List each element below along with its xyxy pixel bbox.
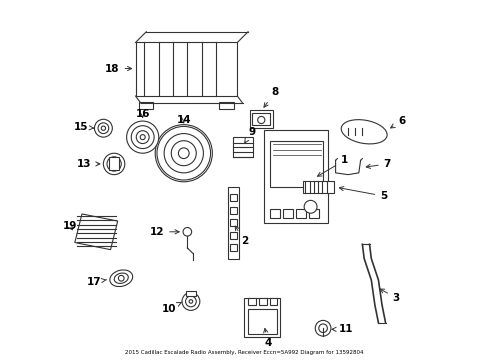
Bar — [247, 309, 276, 334]
Text: 16: 16 — [135, 109, 150, 119]
Circle shape — [136, 131, 149, 144]
Circle shape — [140, 135, 145, 140]
Bar — [230, 219, 237, 226]
Text: 15: 15 — [74, 122, 94, 132]
Ellipse shape — [114, 273, 128, 283]
Bar — [269, 141, 323, 187]
Ellipse shape — [341, 120, 386, 144]
Circle shape — [98, 123, 108, 134]
Circle shape — [182, 293, 200, 310]
Text: 9: 9 — [244, 127, 255, 143]
Circle shape — [318, 324, 326, 333]
Text: 18: 18 — [105, 64, 131, 73]
Circle shape — [183, 228, 191, 236]
Text: 10: 10 — [162, 302, 182, 314]
Circle shape — [178, 148, 189, 158]
Circle shape — [118, 275, 124, 281]
Text: 3: 3 — [379, 289, 399, 303]
Bar — [308, 208, 319, 217]
Text: 14: 14 — [176, 115, 191, 125]
Bar — [230, 194, 237, 202]
Polygon shape — [75, 214, 118, 249]
Bar — [135, 42, 237, 96]
Circle shape — [131, 126, 154, 149]
Circle shape — [185, 296, 196, 307]
Circle shape — [304, 201, 316, 213]
Text: 19: 19 — [63, 221, 77, 231]
Bar — [233, 137, 252, 157]
Text: 7: 7 — [366, 159, 390, 169]
Circle shape — [157, 126, 210, 180]
Bar — [185, 291, 196, 296]
Text: 5: 5 — [339, 186, 386, 201]
Text: 11: 11 — [331, 324, 353, 334]
Circle shape — [126, 121, 159, 153]
Text: 13: 13 — [77, 159, 100, 169]
Bar — [230, 232, 237, 239]
Circle shape — [171, 141, 196, 166]
Bar — [269, 298, 277, 305]
Bar — [282, 208, 292, 217]
Circle shape — [315, 320, 330, 336]
Text: 2: 2 — [235, 226, 247, 246]
Text: 2015 Cadillac Escalade Radio Assembly, Receiver Eccn=5A992 Diagram for 13592804: 2015 Cadillac Escalade Radio Assembly, R… — [125, 350, 363, 355]
Bar — [230, 244, 237, 251]
Circle shape — [164, 134, 203, 173]
Circle shape — [101, 126, 105, 130]
Text: 12: 12 — [149, 227, 179, 237]
Bar — [230, 207, 237, 214]
Circle shape — [107, 157, 121, 171]
Bar — [258, 298, 266, 305]
Bar — [252, 113, 270, 125]
Circle shape — [257, 116, 264, 123]
Bar — [108, 157, 119, 170]
Bar — [269, 208, 279, 217]
Circle shape — [94, 119, 112, 137]
Bar — [228, 187, 239, 258]
Circle shape — [111, 161, 117, 167]
Circle shape — [103, 153, 124, 175]
Bar — [139, 102, 153, 109]
Circle shape — [189, 300, 192, 303]
Text: 17: 17 — [86, 277, 106, 287]
Text: 4: 4 — [263, 328, 271, 347]
Bar — [249, 111, 272, 128]
Bar — [303, 181, 333, 193]
Text: 1: 1 — [317, 156, 347, 176]
Bar — [295, 208, 305, 217]
Text: 8: 8 — [264, 87, 278, 107]
Bar — [264, 130, 328, 223]
Ellipse shape — [110, 270, 132, 287]
Bar — [219, 102, 233, 109]
Bar — [247, 298, 255, 305]
Bar — [244, 298, 280, 337]
Text: 6: 6 — [390, 116, 405, 128]
